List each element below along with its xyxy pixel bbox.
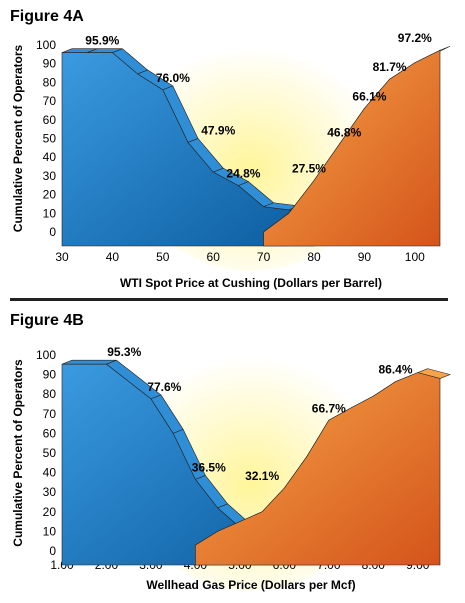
- x-tick-label: 70: [257, 250, 271, 264]
- y-tick-label: 60: [43, 113, 57, 127]
- data-label: 27.5%: [292, 162, 326, 176]
- data-label: 32.1%: [245, 469, 279, 483]
- x-axis-label: Wellhead Gas Price (Dollars per Mcf): [146, 578, 355, 592]
- figure-4a-title: Figure 4A: [10, 8, 84, 25]
- y-axis-label: Cumulative Percent of Operators: [11, 44, 25, 232]
- data-label: 86.4%: [379, 363, 413, 377]
- orange-series-area: [263, 49, 441, 247]
- data-label: 46.8%: [327, 125, 361, 139]
- y-tick-label: 10: [43, 206, 57, 220]
- y-tick-label: 30: [43, 485, 57, 499]
- data-label: 66.7%: [312, 401, 346, 415]
- y-tick-label: 70: [43, 407, 57, 421]
- x-tick-label: 50: [156, 250, 170, 264]
- x-tick-label: 40: [106, 250, 120, 264]
- y-tick-label: 0: [49, 544, 56, 558]
- y-tick-label: 90: [43, 368, 57, 382]
- y-tick-label: 100: [36, 38, 56, 52]
- data-label: 95.9%: [85, 34, 119, 48]
- y-tick-label: 70: [43, 94, 57, 108]
- y-tick-label: 20: [43, 188, 57, 202]
- figure-4b-title: Figure 4B: [10, 312, 84, 329]
- y-tick-label: 100: [36, 348, 56, 362]
- y-tick-label: 80: [43, 75, 57, 89]
- y-tick-label: 30: [43, 169, 57, 183]
- orange-series-area: [195, 372, 441, 566]
- data-label: 36.5%: [192, 460, 226, 474]
- x-tick-label: 100: [405, 250, 425, 264]
- y-tick-label: 50: [43, 446, 57, 460]
- y-tick-label: 0: [49, 225, 56, 239]
- blue-series: [61, 48, 325, 247]
- data-label: 81.7%: [373, 60, 407, 74]
- x-tick-label: 60: [207, 250, 221, 264]
- orange-series: [195, 368, 451, 566]
- chart-4a: 0 10 20 30 40 50 60 70 80 90 100 30 40 50 60 70 80 90 100 W…: [11, 31, 451, 290]
- y-tick-label: 40: [43, 466, 57, 480]
- y-tick-label: 20: [43, 505, 57, 519]
- x-axis-label: WTI Spot Price at Cushing (Dollars per B…: [120, 276, 382, 290]
- orange-series: [263, 45, 451, 247]
- data-label: 66.1%: [352, 89, 386, 103]
- y-tick-label: 60: [43, 426, 57, 440]
- y-axis-label: Cumulative Percent of Operators: [11, 359, 25, 547]
- x-tick-label: 90: [358, 250, 372, 264]
- data-label: 77.6%: [147, 380, 181, 394]
- y-tick-label: 80: [43, 387, 57, 401]
- chart-4b: 01020304050607080901001.002.003.004.005.…: [11, 345, 451, 592]
- data-label: 95.3%: [107, 345, 141, 359]
- data-label: 47.9%: [201, 123, 235, 137]
- x-tick-label: 30: [55, 250, 69, 264]
- y-tick-label: 10: [43, 524, 57, 538]
- y-tick-label: 90: [43, 57, 57, 71]
- data-label: 97.2%: [398, 31, 432, 45]
- y-tick-label: 50: [43, 132, 57, 146]
- x-tick-label: 80: [307, 250, 321, 264]
- y-tick-label: 40: [43, 150, 57, 164]
- data-label: 76.0%: [156, 71, 190, 85]
- data-label: 24.8%: [226, 167, 260, 181]
- figure-separator: [10, 298, 448, 301]
